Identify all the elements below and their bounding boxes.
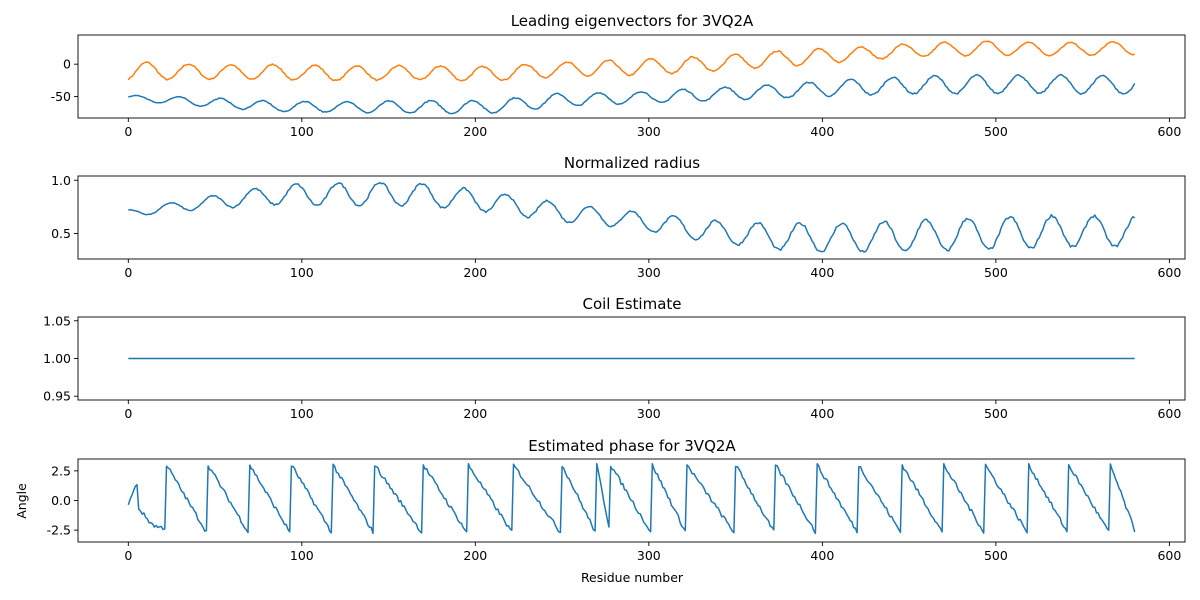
- x-tick-label: 400: [810, 124, 834, 139]
- x-tick-label: 100: [290, 406, 314, 421]
- x-tick-label: 0: [124, 124, 132, 139]
- x-tick-label: 200: [463, 124, 487, 139]
- x-tick-label: 500: [984, 265, 1008, 280]
- x-tick-label: 600: [1157, 406, 1181, 421]
- x-tick-label: 500: [984, 548, 1008, 563]
- series-line: [128, 73, 1136, 115]
- y-tick-label: 0.95: [43, 389, 71, 404]
- subplot-normalized-radius: Normalized radius 0 100 200 300 400 500 600 1.0…: [51, 154, 1186, 280]
- x-tick-label: 500: [984, 124, 1008, 139]
- x-tick-label: 200: [463, 265, 487, 280]
- x-tick-label: 0: [124, 265, 132, 280]
- series-line: [127, 40, 1136, 82]
- x-tick-label: 0: [124, 406, 132, 421]
- x-tick-label: 400: [810, 265, 834, 280]
- x-tick-label: 600: [1157, 265, 1181, 280]
- series-line: [127, 462, 1136, 535]
- y-tick-label: -50: [51, 89, 71, 104]
- y-tick-label: 1.0: [51, 173, 71, 188]
- axes-frame: [77, 175, 1186, 260]
- subplot-eigenvectors: Leading eigenvectors for 3VQ2A 0 100 200 30…: [51, 12, 1186, 139]
- x-tick-label: 100: [290, 548, 314, 563]
- subplot-estimated-phase: Estimated phase for 3VQ2A Residue number…: [14, 437, 1186, 585]
- y-axis-label: Angle: [14, 483, 29, 519]
- x-tick-label: 600: [1157, 124, 1181, 139]
- x-tick-label: 300: [637, 124, 661, 139]
- y-tick-label: 2.5: [51, 463, 71, 478]
- x-tick-label: 100: [290, 124, 314, 139]
- series-line: [128, 181, 1136, 253]
- x-tick-label: 300: [637, 265, 661, 280]
- x-tick-label: 100: [290, 265, 314, 280]
- subplot-title: Coil Estimate: [582, 295, 681, 313]
- y-tick-label: -2.5: [47, 523, 71, 538]
- y-tick-label: 0: [63, 57, 71, 72]
- y-tick-label: 1.00: [43, 351, 71, 366]
- x-tick-label: 200: [463, 406, 487, 421]
- y-tick-label: 0.5: [51, 226, 71, 241]
- x-tick-label: 400: [810, 548, 834, 563]
- axes-frame: [77, 34, 1186, 119]
- x-axis-label: Residue number: [581, 570, 684, 585]
- y-tick-label: 1.05: [43, 313, 71, 328]
- subplot-title: Leading eigenvectors for 3VQ2A: [511, 12, 754, 30]
- x-tick-label: 500: [984, 406, 1008, 421]
- x-tick-label: 200: [463, 548, 487, 563]
- x-tick-label: 600: [1157, 548, 1181, 563]
- x-tick-label: 300: [637, 406, 661, 421]
- x-tick-label: 300: [637, 548, 661, 563]
- subplot-title: Estimated phase for 3VQ2A: [528, 437, 736, 455]
- subplot-title: Normalized radius: [564, 154, 700, 172]
- x-tick-label: 400: [810, 406, 834, 421]
- x-tick-label: 0: [124, 548, 132, 563]
- subplot-coil-estimate: Coil Estimate 0 100 200 300 400 500 600 1.05 1.0…: [43, 295, 1186, 421]
- y-tick-label: 0.0: [51, 493, 71, 508]
